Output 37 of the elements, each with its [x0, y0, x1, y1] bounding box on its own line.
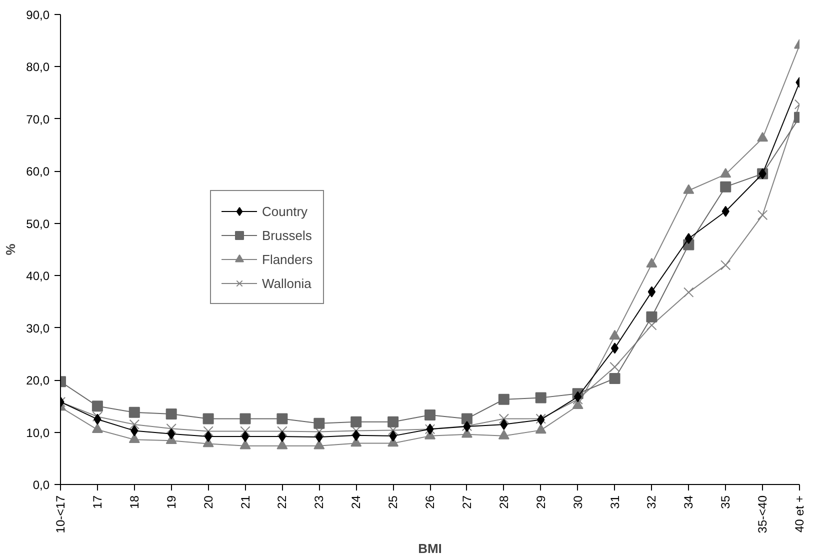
x-tick-label: 10-<17 — [54, 495, 68, 534]
x-tick-label: 29 — [534, 495, 548, 509]
legend-label: Country — [262, 204, 308, 218]
x-tick-label: 17 — [90, 495, 104, 509]
x-tick-label: 35 — [718, 495, 733, 509]
x-tick-label: 22 — [275, 495, 290, 509]
y-tick-label: 90,0 — [26, 8, 50, 22]
y-axis-title: % — [3, 243, 18, 256]
x-tick-label: 31 — [608, 495, 622, 509]
x-tick-label: 32 — [644, 495, 659, 509]
x-tick-label: 24 — [349, 495, 364, 509]
x-tick-label: 34 — [682, 495, 696, 509]
x-tick-label: 26 — [423, 495, 437, 509]
x-tick-label: 28 — [496, 495, 511, 509]
y-tick-label: 40,0 — [26, 269, 50, 284]
y-tick-label: 0,0 — [32, 478, 50, 492]
legend-label: Brussels — [262, 228, 312, 242]
y-tick-label: 60,0 — [26, 164, 50, 179]
y-tick-label: 80,0 — [26, 60, 50, 74]
y-tick-label: 30,0 — [26, 321, 50, 336]
x-tick-label: 18 — [127, 495, 142, 509]
x-tick-label: 21 — [238, 495, 252, 509]
y-tick-label: 20,0 — [26, 374, 50, 388]
y-tick-label: 70,0 — [26, 112, 50, 126]
y-tick-label: 50,0 — [26, 216, 50, 231]
legend-label: Wallonia — [262, 276, 312, 290]
legend-label: Flanders — [262, 252, 313, 266]
x-tick-label: 20 — [201, 495, 216, 509]
x-tick-label: 23 — [312, 495, 326, 509]
x-tick-label: 27 — [460, 495, 474, 509]
x-tick-label: 35-<40 — [756, 495, 770, 534]
x-tick-label: 25 — [386, 495, 400, 509]
x-tick-label: 30 — [570, 495, 585, 509]
y-tick-label: 10,0 — [26, 426, 50, 440]
x-axis-title: BMI — [418, 541, 442, 556]
x-tick-label: 40 et + — [792, 496, 806, 533]
x-tick-label: 19 — [164, 495, 178, 509]
